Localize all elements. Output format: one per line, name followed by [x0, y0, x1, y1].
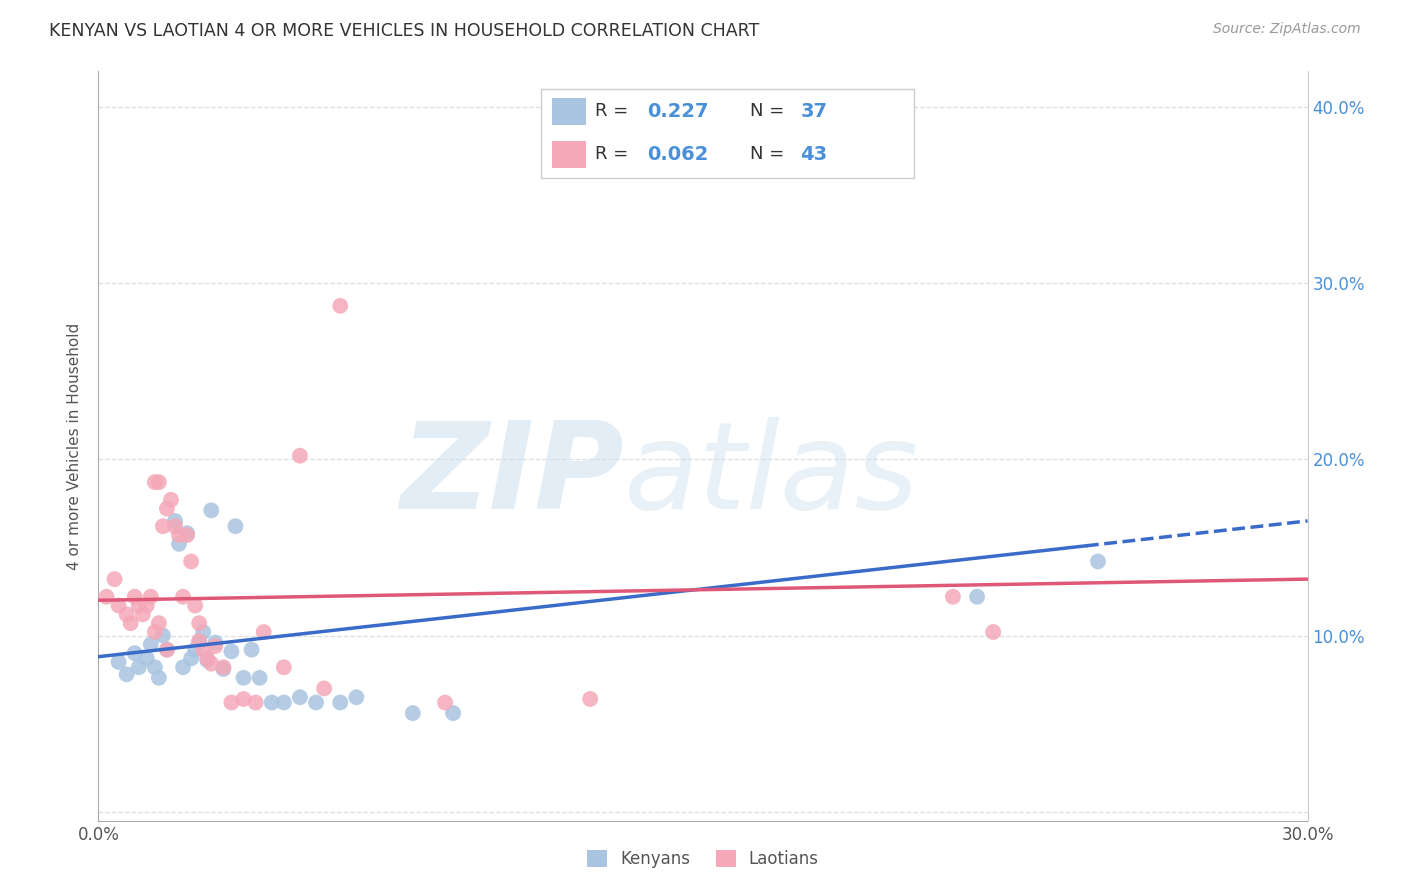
FancyBboxPatch shape: [553, 141, 586, 168]
Text: atlas: atlas: [624, 417, 920, 534]
Point: [288, 449, 311, 463]
Text: 43: 43: [800, 145, 827, 164]
Point: [163, 519, 186, 533]
Point: [124, 590, 146, 604]
Point: [180, 651, 202, 665]
Point: [128, 599, 150, 613]
Point: [195, 653, 218, 667]
Point: [329, 299, 352, 313]
Point: [176, 528, 198, 542]
FancyBboxPatch shape: [541, 89, 914, 178]
Point: [434, 696, 457, 710]
Point: [163, 514, 186, 528]
Point: [120, 616, 142, 631]
Text: KENYAN VS LAOTIAN 4 OR MORE VEHICLES IN HOUSEHOLD CORRELATION CHART: KENYAN VS LAOTIAN 4 OR MORE VEHICLES IN …: [49, 22, 759, 40]
Point: [160, 492, 183, 507]
Legend: Kenyans, Laotians: Kenyans, Laotians: [581, 843, 825, 875]
Point: [103, 572, 125, 586]
Point: [212, 660, 235, 674]
Point: [156, 642, 179, 657]
Point: [200, 503, 222, 517]
Point: [966, 590, 988, 604]
Text: N =: N =: [749, 145, 790, 163]
Point: [107, 655, 129, 669]
Point: [167, 537, 190, 551]
Point: [115, 607, 138, 622]
Point: [184, 642, 207, 657]
Point: [188, 633, 211, 648]
Y-axis label: 4 or more Vehicles in Household: 4 or more Vehicles in Household: [67, 322, 83, 570]
Point: [180, 554, 202, 568]
Point: [135, 599, 157, 613]
Point: [441, 706, 464, 720]
Point: [195, 651, 218, 665]
Point: [167, 528, 190, 542]
Point: [152, 519, 174, 533]
Point: [132, 607, 155, 622]
Point: [107, 599, 129, 613]
Text: R =: R =: [595, 103, 634, 120]
Point: [188, 616, 211, 631]
Point: [96, 590, 118, 604]
Point: [193, 642, 215, 657]
Point: [184, 599, 207, 613]
Point: [579, 692, 602, 706]
Point: [942, 590, 965, 604]
Point: [232, 692, 254, 706]
Point: [224, 519, 246, 533]
Point: [249, 671, 271, 685]
Point: [152, 628, 174, 642]
Point: [193, 625, 215, 640]
Point: [329, 696, 352, 710]
Text: N =: N =: [749, 103, 790, 120]
Point: [253, 625, 276, 640]
Text: ZIP: ZIP: [401, 417, 624, 534]
Point: [148, 671, 170, 685]
Point: [288, 690, 311, 705]
Point: [172, 590, 194, 604]
Point: [156, 642, 179, 657]
Point: [344, 690, 367, 705]
Point: [188, 635, 211, 649]
Point: [221, 696, 243, 710]
Point: [115, 667, 138, 681]
Point: [204, 635, 226, 649]
Point: [200, 657, 222, 671]
Point: [148, 616, 170, 631]
Point: [212, 662, 235, 676]
Point: [1087, 554, 1109, 568]
FancyBboxPatch shape: [553, 98, 586, 125]
Point: [305, 696, 328, 710]
Point: [148, 475, 170, 490]
Point: [260, 696, 283, 710]
Point: [314, 681, 336, 696]
Point: [273, 696, 295, 710]
Point: [176, 526, 198, 541]
Point: [232, 671, 254, 685]
Text: 0.062: 0.062: [648, 145, 709, 164]
Point: [245, 696, 267, 710]
Point: [204, 639, 226, 653]
Point: [221, 644, 243, 658]
Text: R =: R =: [595, 145, 634, 163]
Point: [156, 501, 179, 516]
Point: [139, 590, 162, 604]
Point: [240, 642, 263, 657]
Point: [273, 660, 295, 674]
Point: [143, 660, 166, 674]
Point: [128, 660, 150, 674]
Point: [143, 625, 166, 640]
Point: [124, 646, 146, 660]
Text: 0.227: 0.227: [648, 102, 709, 121]
Point: [981, 625, 1004, 640]
Point: [402, 706, 425, 720]
Point: [139, 637, 162, 651]
Point: [143, 475, 166, 490]
Point: [172, 660, 194, 674]
Text: Source: ZipAtlas.com: Source: ZipAtlas.com: [1213, 22, 1361, 37]
Point: [135, 651, 157, 665]
Text: 37: 37: [800, 102, 827, 121]
